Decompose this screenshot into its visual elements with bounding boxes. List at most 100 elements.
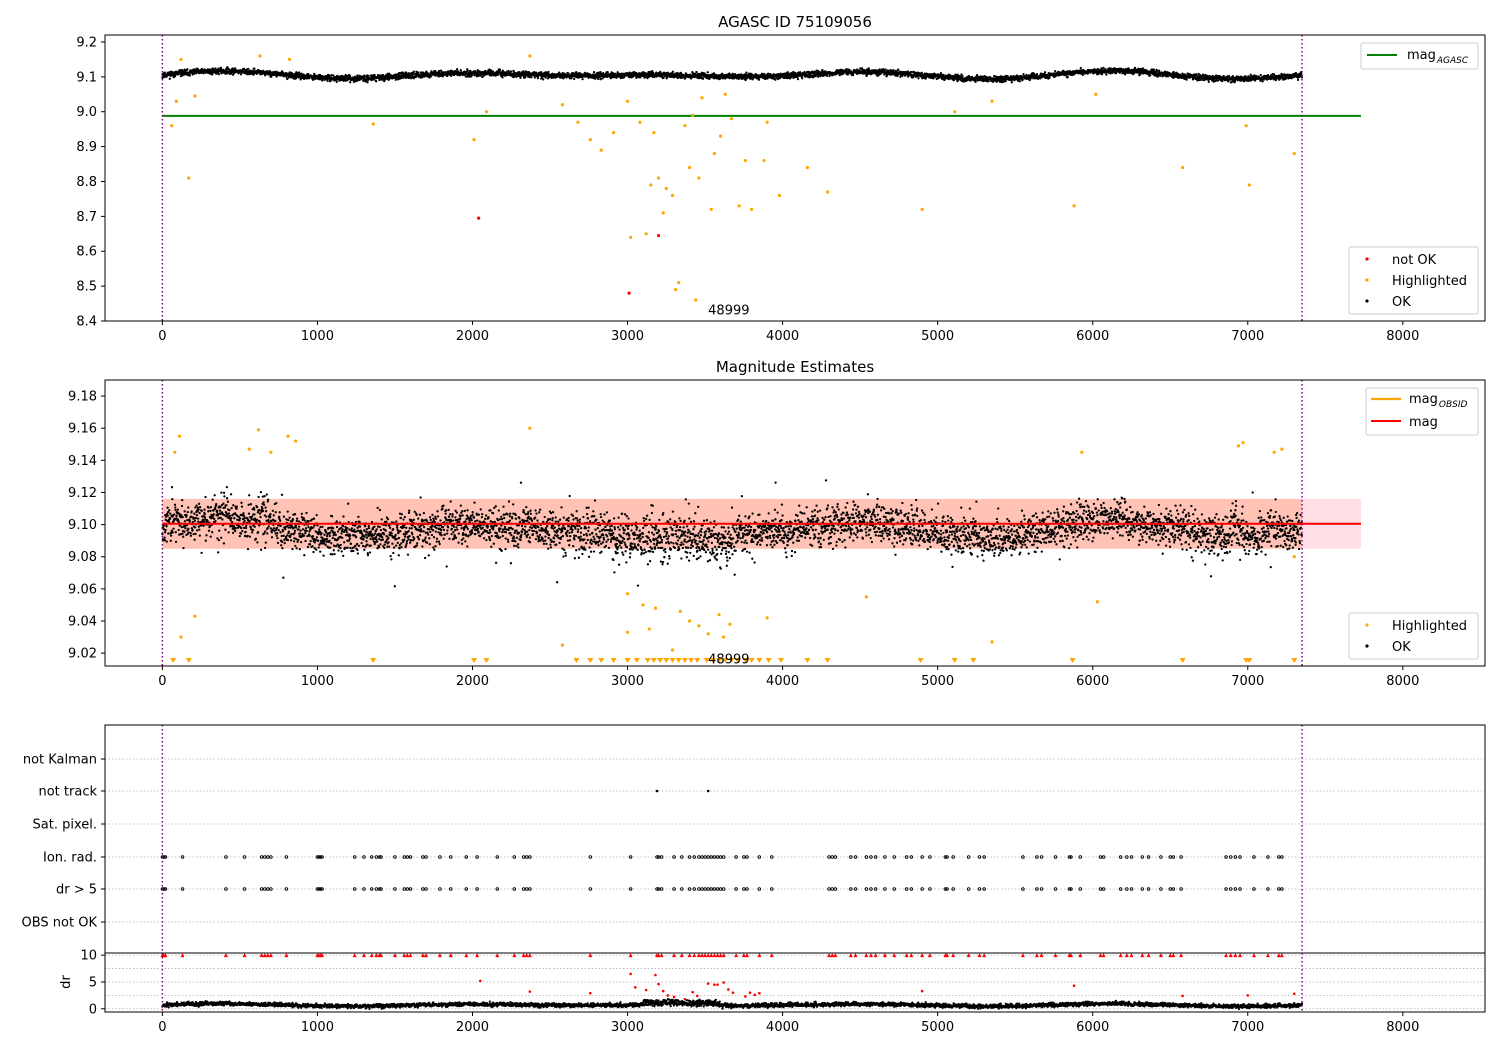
- estimates-ok-point: [174, 506, 177, 509]
- agasc-ok-point: [1021, 78, 1024, 81]
- estimates-ok-point: [195, 514, 199, 517]
- estimates-ok-point: [195, 529, 199, 532]
- estimates-ok-point: [168, 509, 171, 512]
- agasc-highlighted-point: [709, 207, 713, 211]
- agasc-ytick-label: 8.6: [76, 245, 97, 260]
- not-ok-legend-label: not OK: [1392, 253, 1437, 268]
- estimates-ok-point: [185, 514, 188, 517]
- agasc-magnitude-panel: AGASC ID 75109056 48999 magAGASC not OK …: [76, 13, 1486, 344]
- agasc-ok-point: [1054, 70, 1057, 73]
- agasc-highlighted-point: [729, 117, 734, 121]
- agasc-ok-point: [536, 76, 540, 80]
- agasc-ok-point: [530, 76, 533, 79]
- estimates-ok-point: [188, 520, 192, 523]
- agasc-highlighted-point: [528, 54, 532, 58]
- agasc-ok-point: [519, 76, 522, 79]
- agasc-highlighted-point: [638, 120, 642, 124]
- agasc-highlighted-point: [674, 288, 678, 292]
- agasc-not-ok-point: [477, 216, 481, 220]
- agasc-ok-point: [416, 71, 420, 74]
- estimates-ok-point: [163, 536, 166, 539]
- estimates-ok-point: [200, 509, 203, 512]
- agasc-ok-point: [975, 73, 979, 77]
- estimates-ok-point: [163, 531, 167, 534]
- agasc-highlighted-point: [990, 99, 994, 103]
- agasc-highlighted-point: [649, 183, 653, 187]
- agasc-ok-point: [186, 68, 189, 71]
- estimates-ok-point: [214, 519, 217, 523]
- agasc-highlighted-point: [718, 134, 723, 138]
- agasc-xtick-label: 5000: [921, 329, 954, 344]
- agasc-highlighted-point: [670, 193, 675, 198]
- estimates-ok-point: [170, 486, 174, 489]
- estimates-ok-point: [196, 517, 200, 520]
- agasc-ytick-label: 8.7: [76, 210, 97, 225]
- agasc-xtick-label: 6000: [1076, 329, 1109, 344]
- agasc-ok-point: [1018, 80, 1021, 83]
- agasc-ok-point: [1222, 74, 1225, 78]
- agasc-ok-point: [884, 68, 887, 71]
- agasc-ytick-label: 8.8: [76, 175, 97, 190]
- agasc-ok-point: [1079, 66, 1082, 70]
- agasc-ok-point: [501, 76, 504, 79]
- agasc-ok-point: [1185, 78, 1188, 81]
- estimates-ok-point: [187, 531, 190, 534]
- not-ok-legend-marker: [1365, 257, 1369, 261]
- agasc-ok-point: [459, 69, 462, 72]
- agasc-ok-point: [1133, 66, 1137, 70]
- agasc-ok-point: [1300, 76, 1303, 79]
- agasc-ok-point: [226, 66, 229, 69]
- estimates-ok-point: [193, 538, 196, 541]
- agasc-highlighted-point: [187, 176, 191, 180]
- agasc-ytick-label: 8.9: [76, 140, 97, 155]
- estimates-ok-point: [220, 536, 223, 539]
- estimates-ok-point: [209, 505, 213, 509]
- agasc-ok-point: [570, 77, 573, 80]
- agasc-ok-point: [402, 71, 405, 75]
- agasc-ok-point: [375, 80, 378, 83]
- agasc-ok-point: [231, 73, 235, 76]
- agasc-ok-point: [721, 72, 724, 76]
- agasc-highlighted-point: [712, 151, 716, 156]
- agasc-ok-point: [471, 73, 474, 77]
- highlighted-legend-label: Highlighted: [1392, 274, 1467, 289]
- agasc-ok-point: [1152, 68, 1156, 71]
- estimates-ok-point: [191, 528, 194, 532]
- agasc-highlighted-point: [644, 232, 648, 236]
- estimates-ok-point: [230, 516, 233, 520]
- agasc-highlighted-point: [737, 204, 741, 208]
- agasc-obsid-label: 48999: [708, 304, 749, 319]
- agasc-ok-point: [217, 67, 220, 70]
- estimates-ok-point: [222, 491, 226, 495]
- agasc-ok-point: [269, 70, 272, 74]
- estimates-ok-point: [193, 512, 196, 515]
- estimates-ok-point: [181, 515, 184, 519]
- agasc-ok-point: [801, 77, 804, 80]
- estimates-ok-point: [198, 534, 201, 537]
- agasc-ok-point: [701, 77, 705, 80]
- estimates-ok-point: [189, 515, 193, 518]
- agasc-ok-point: [1105, 73, 1108, 76]
- estimates-ok-point: [218, 529, 221, 532]
- agasc-not-ok-point: [627, 291, 631, 295]
- agasc-highlighted-point: [599, 148, 603, 152]
- agasc-ok-point: [897, 68, 900, 71]
- agasc-highlighted-point: [193, 94, 197, 98]
- estimates-ok-point: [173, 503, 177, 506]
- agasc-xtick-label: 1000: [301, 329, 334, 344]
- estimates-ok-point: [223, 506, 227, 509]
- agasc-xtick-label: 0: [158, 329, 166, 344]
- estimates-ok-point: [180, 504, 184, 508]
- estimates-ok-point: [166, 514, 169, 517]
- agasc-highlighted-point: [588, 138, 592, 142]
- estimates-ok-point: [171, 531, 174, 534]
- agasc-highlighted-point: [629, 235, 633, 239]
- agasc-ok-point: [1261, 80, 1264, 83]
- estimates-ok-point: [182, 535, 185, 538]
- estimates-ok-point: [211, 531, 214, 534]
- agasc-highlighted-point: [765, 120, 769, 124]
- agasc-ok-point: [412, 70, 415, 73]
- estimates-ok-point: [218, 509, 222, 512]
- agasc-ok-point: [851, 73, 855, 77]
- estimates-ok-point: [193, 519, 197, 522]
